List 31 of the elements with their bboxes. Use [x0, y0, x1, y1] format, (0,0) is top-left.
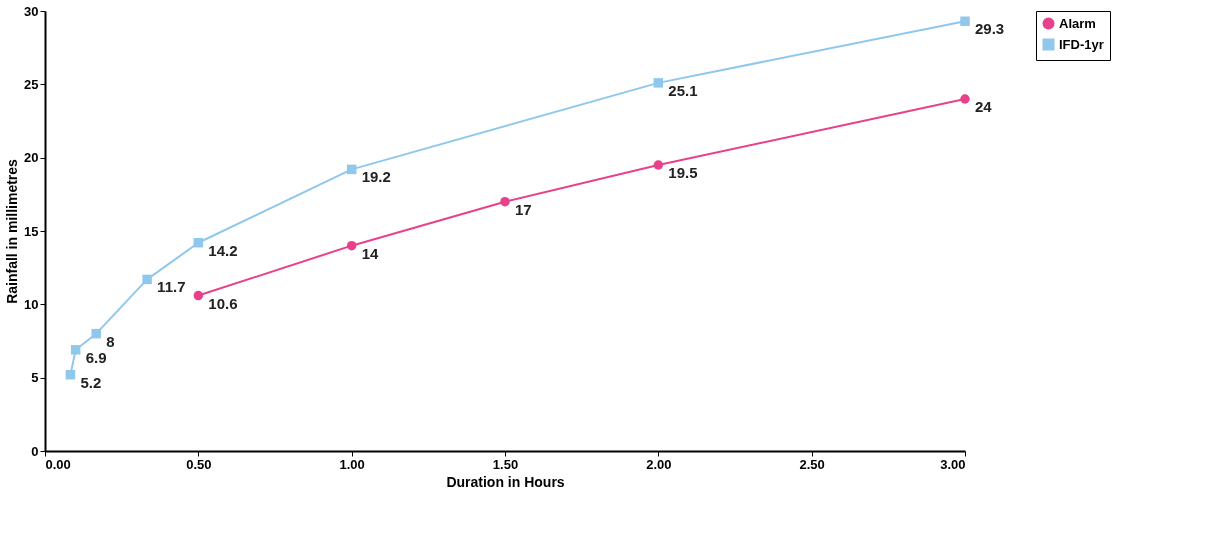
- data-label: 8: [106, 332, 115, 350]
- y-tick-label: 20: [24, 150, 39, 166]
- data-label: 14.2: [208, 241, 238, 259]
- data-label: 5.2: [80, 373, 102, 391]
- data-label: 19.5: [668, 164, 698, 181]
- data-label: 29.3: [975, 20, 1005, 38]
- x-tick-label: 1.50: [492, 456, 519, 472]
- legend-label: IFD-1yr: [1059, 36, 1104, 52]
- data-label: 25.1: [668, 81, 698, 99]
- data-label: 6.9: [85, 348, 107, 366]
- data-label: 14: [361, 244, 380, 262]
- y-tick-label: 15: [24, 223, 39, 239]
- legend-label: Alarm: [1059, 15, 1096, 31]
- x-axis-title: Duration in Hours: [446, 473, 565, 490]
- y-tick-label: 10: [24, 296, 39, 312]
- x-tick-label: 1.00: [339, 456, 365, 472]
- x-tick-label: 3.00: [940, 456, 966, 472]
- y-tick-label: 30: [24, 3, 39, 19]
- y-tick-label: 5: [31, 370, 39, 386]
- data-label: 19.2: [361, 168, 391, 186]
- x-tick-label: 0.50: [186, 456, 212, 472]
- y-axis-title: Rainfall in millimetres: [4, 158, 21, 304]
- x-tick-label: 2.00: [646, 456, 672, 472]
- data-label: 17: [515, 200, 532, 218]
- data-label: 10.6: [208, 294, 238, 312]
- x-tick-label: 2.50: [799, 456, 825, 472]
- data-label: 11.7: [157, 278, 186, 296]
- y-tick-label: 25: [24, 76, 39, 92]
- x-tick-label: 0.00: [45, 456, 71, 472]
- y-tick-label: 0: [31, 443, 39, 459]
- data-label: 24: [975, 98, 993, 115]
